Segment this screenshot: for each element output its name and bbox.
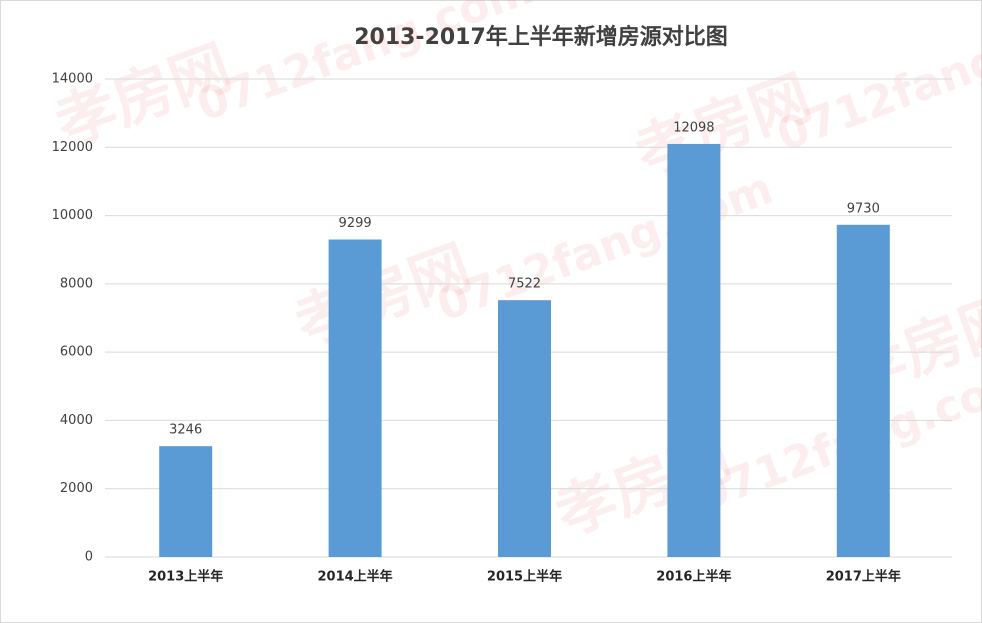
y-tick-label: 12000	[52, 140, 93, 155]
x-tick-label: 2015上半年	[487, 569, 562, 585]
bar	[667, 143, 721, 558]
bar	[328, 239, 382, 558]
y-tick-label: 8000	[60, 276, 93, 291]
bar	[159, 446, 213, 557]
y-tick-label: 2000	[60, 481, 93, 496]
y-tick-label: 4000	[60, 413, 93, 428]
data-label: 12098	[673, 120, 714, 135]
y-tick-label: 0	[85, 550, 93, 565]
y-tick-label: 6000	[60, 345, 93, 360]
data-label: 9730	[847, 201, 880, 216]
x-tick-label: 2013上半年	[148, 569, 223, 585]
data-label: 9299	[339, 216, 372, 231]
data-label: 7522	[508, 277, 541, 292]
y-tick-label: 10000	[52, 208, 93, 223]
data-label: 3246	[169, 423, 202, 438]
y-tick-label: 14000	[52, 72, 93, 87]
bar	[836, 224, 890, 558]
x-tick-label: 2016上半年	[656, 569, 731, 585]
x-tick-label: 2017上半年	[826, 569, 901, 585]
bar	[498, 300, 551, 557]
x-tick-label: 2014上半年	[318, 569, 393, 585]
chart-title: 2013-2017年上半年新增房源对比图	[354, 24, 728, 50]
